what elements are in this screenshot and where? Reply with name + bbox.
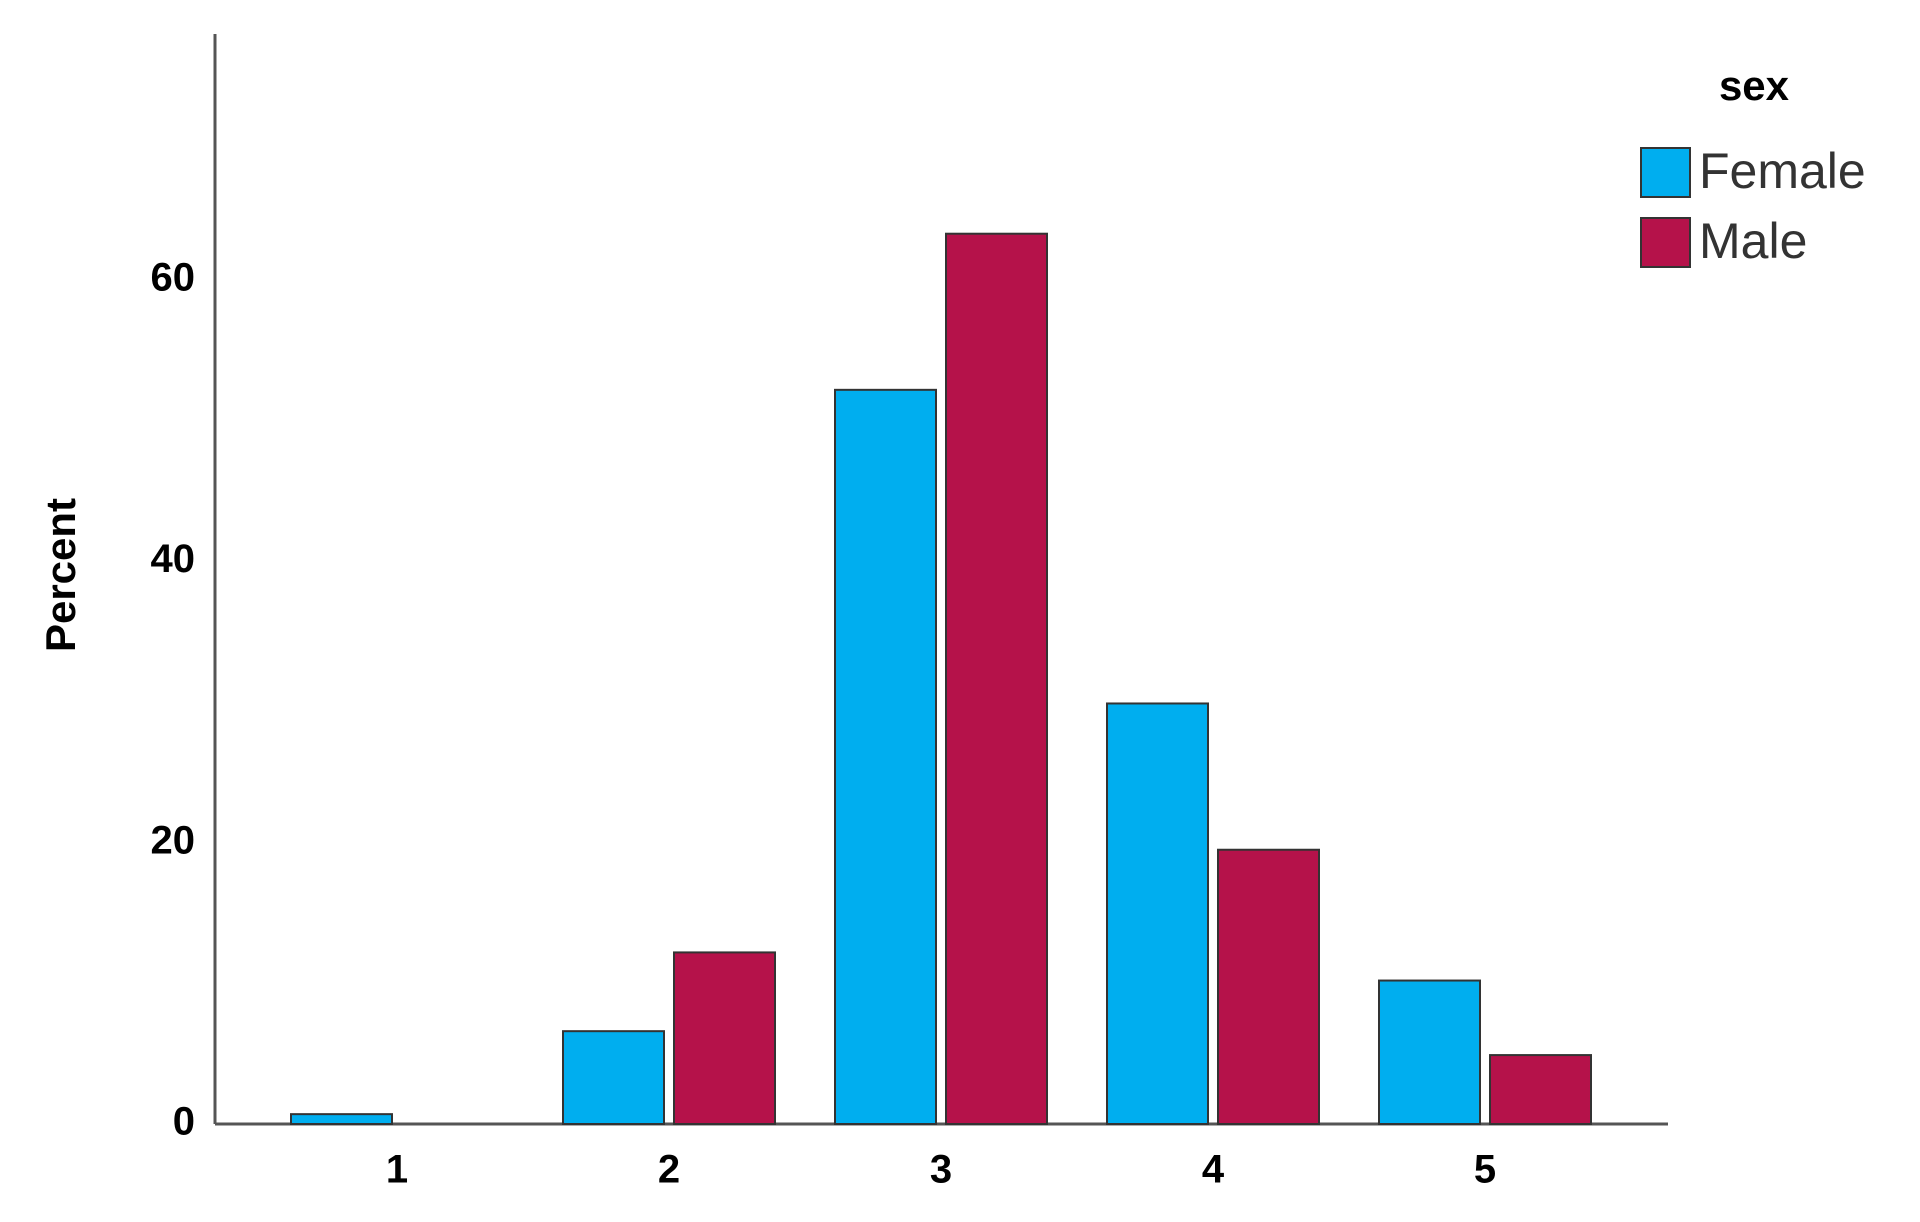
x-tick-label: 1 (386, 1148, 408, 1192)
y-tick-label: 60 (151, 256, 196, 300)
legend-swatch (1640, 147, 1691, 198)
bar (1217, 848, 1320, 1125)
y-tick-label: 0 (173, 1100, 195, 1144)
legend-title: sex (1719, 62, 1790, 109)
legend-label: Female (1699, 143, 1866, 199)
bar (945, 232, 1048, 1125)
y-tick-label: 20 (151, 818, 196, 862)
y-tick-label: 40 (151, 537, 196, 581)
bar (1489, 1054, 1592, 1125)
bar (673, 951, 776, 1125)
x-tick-label: 5 (1474, 1148, 1496, 1192)
bar (290, 1113, 393, 1125)
bar (1106, 702, 1209, 1125)
y-axis-label: Percent (37, 498, 84, 652)
bar (562, 1030, 665, 1125)
legend-label: Male (1699, 213, 1807, 269)
bar (1378, 979, 1481, 1125)
legend-swatch (1640, 217, 1691, 268)
x-tick-label: 3 (930, 1148, 952, 1192)
bar (834, 388, 937, 1125)
x-tick-label: 2 (658, 1148, 680, 1192)
x-tick-label: 4 (1202, 1148, 1225, 1192)
